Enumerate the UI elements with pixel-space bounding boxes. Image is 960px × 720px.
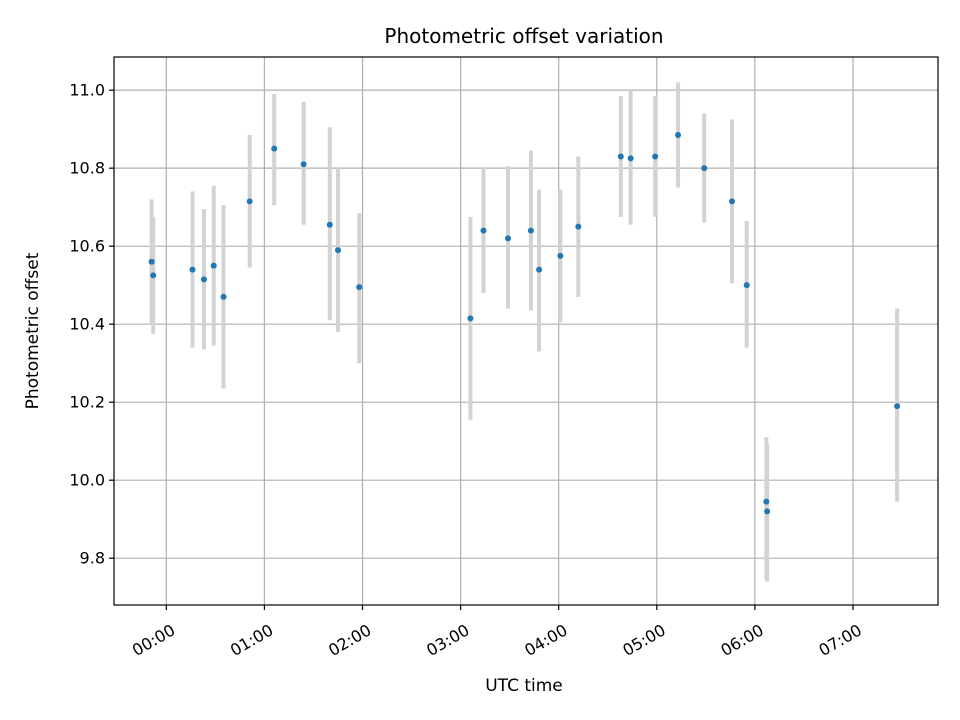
data-point xyxy=(527,227,534,234)
data-point xyxy=(701,165,708,172)
data-point xyxy=(246,198,253,205)
data-point xyxy=(627,155,634,162)
data-point xyxy=(467,315,474,322)
data-point xyxy=(729,198,735,205)
y-tick-label: 10.8 xyxy=(69,159,105,178)
data-point xyxy=(557,252,564,259)
x-axis-label: UTC time xyxy=(485,676,563,696)
data-point xyxy=(326,221,333,228)
y-tick-label: 10.2 xyxy=(69,393,105,412)
y-axis-ticks: 9.8 10.0 10.2 10.4 10.6 10.8 11.0 xyxy=(69,81,114,568)
y-tick-label: 10.0 xyxy=(69,471,105,490)
data-point xyxy=(505,235,512,242)
data-point xyxy=(200,276,207,283)
data-point xyxy=(210,262,217,269)
data-point xyxy=(148,258,155,265)
data-point xyxy=(150,272,157,279)
y-tick-label: 9.8 xyxy=(80,549,105,568)
data-point xyxy=(743,282,750,289)
data-point xyxy=(617,153,624,160)
data-point xyxy=(575,223,582,230)
y-tick-label: 10.4 xyxy=(69,315,105,334)
data-point xyxy=(300,161,307,168)
data-point xyxy=(220,293,227,300)
data-point xyxy=(334,247,341,254)
plot-area-frame xyxy=(113,56,939,606)
y-tick-label: 11.0 xyxy=(69,81,105,100)
data-point xyxy=(764,508,771,515)
data-points xyxy=(148,132,901,515)
data-point xyxy=(675,132,682,139)
data-point xyxy=(271,145,278,152)
data-point xyxy=(763,498,770,505)
y-axis-label: Photometric offset xyxy=(23,252,43,409)
data-point xyxy=(652,153,659,160)
y-tick-label: 10.6 xyxy=(69,237,105,256)
data-point xyxy=(189,266,196,273)
chart-title: Photometric offset variation xyxy=(384,24,663,48)
data-point xyxy=(536,266,543,273)
data-point xyxy=(480,227,487,234)
data-point xyxy=(356,284,363,291)
data-point xyxy=(894,403,901,410)
